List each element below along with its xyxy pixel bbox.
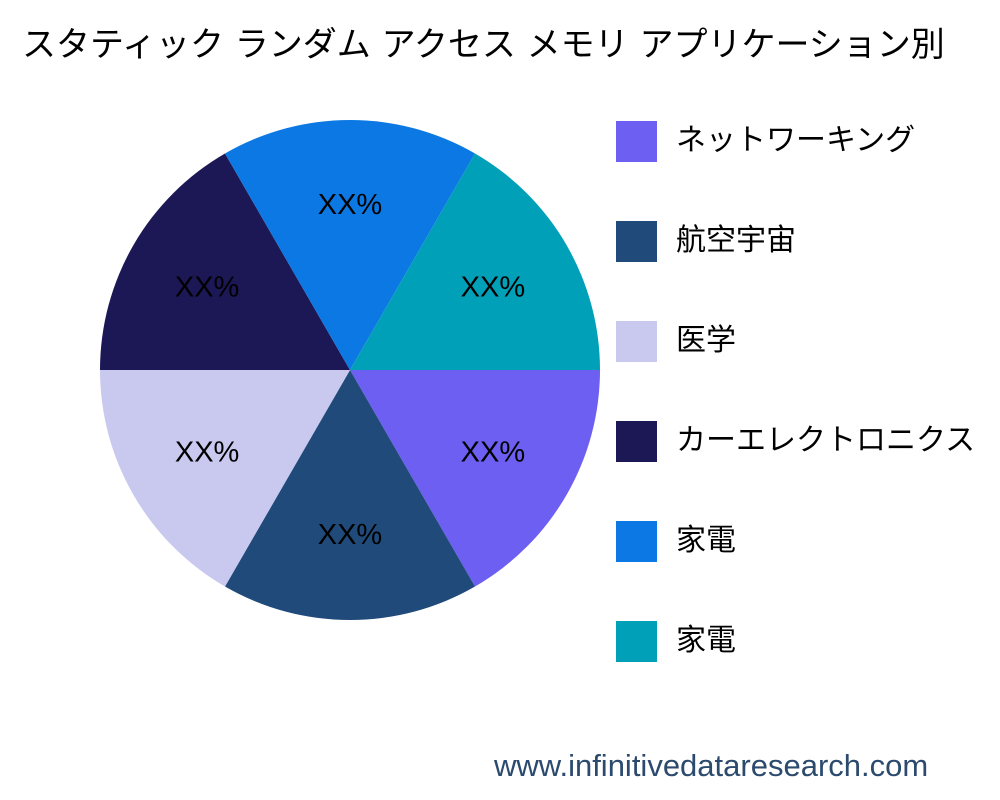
slice-value-label: XX% bbox=[318, 519, 382, 551]
legend-swatch bbox=[616, 320, 657, 362]
legend-swatch bbox=[616, 120, 657, 162]
legend-item-networking: ネットワーキング bbox=[616, 120, 915, 162]
chart-title: スタティック ランダム アクセス メモリ アプリケーション別 bbox=[22, 25, 945, 65]
legend-label: 医学 bbox=[676, 323, 736, 358]
pie-slice bbox=[100, 370, 350, 587]
legend-label: ネットワーキング bbox=[676, 123, 916, 158]
legend-swatch bbox=[616, 420, 657, 462]
pie-slice bbox=[225, 370, 475, 620]
pie-slice bbox=[350, 153, 600, 370]
legend-item-car-electronics: カーエレクトロニクス bbox=[616, 420, 975, 462]
legend-item-home-appliances: 家電 bbox=[616, 520, 736, 562]
pie-slice bbox=[100, 153, 350, 370]
watermark-url: www.infinitivedataresearch.com bbox=[494, 748, 929, 783]
legend-label: 航空宇宙 bbox=[676, 223, 796, 258]
slice-value-label: XX% bbox=[175, 272, 239, 304]
pie-slice bbox=[350, 370, 600, 587]
legend-swatch bbox=[616, 520, 657, 562]
legend-item-medical: 医学 bbox=[616, 320, 736, 362]
slice-value-label: XX% bbox=[461, 272, 525, 304]
slice-value-label: XX% bbox=[461, 437, 525, 469]
legend-item-home-appliances-2: 家電 bbox=[616, 620, 736, 662]
slice-value-label: XX% bbox=[318, 189, 382, 221]
legend-label: 家電 bbox=[676, 523, 736, 558]
legend-label: カーエレクトロニクス bbox=[676, 423, 976, 458]
legend-swatch bbox=[616, 620, 657, 662]
slice-value-label: XX% bbox=[175, 437, 239, 469]
legend-label: 家電 bbox=[676, 623, 736, 658]
legend-item-aerospace: 航空宇宙 bbox=[616, 220, 796, 262]
pie-slice bbox=[225, 119, 475, 370]
legend-swatch bbox=[616, 220, 657, 262]
